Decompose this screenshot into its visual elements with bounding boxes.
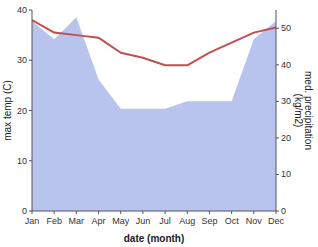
x-tick-label: May: [112, 216, 130, 226]
x-tick-label: Feb: [46, 216, 62, 226]
x-tick-label: Jul: [159, 216, 171, 226]
y2-tick-label: 10: [281, 169, 291, 179]
y2-tick: [276, 101, 279, 102]
x-axis-line: [32, 211, 276, 212]
y-tick: [29, 10, 32, 11]
x-tick-label: Jan: [25, 216, 40, 226]
x-tick: [253, 211, 254, 214]
y2-axis-line: [276, 10, 277, 211]
y-axis-label: max temp (C): [2, 80, 13, 141]
y-tick-label: 0: [22, 206, 27, 216]
y-tick-label: 10: [17, 156, 27, 166]
x-tick: [120, 211, 121, 214]
y2-tick: [276, 137, 279, 138]
y2-tick-label: 20: [281, 133, 291, 143]
y2-tick-label: 30: [281, 96, 291, 106]
y-tick-label: 30: [17, 55, 27, 65]
x-tick: [231, 211, 232, 214]
x-tick-label: Nov: [246, 216, 263, 226]
x-tick: [98, 211, 99, 214]
x-tick-label: Aug: [179, 216, 195, 226]
y-tick-label: 40: [17, 5, 27, 15]
temperature-line: [32, 20, 276, 65]
x-tick: [76, 211, 77, 214]
x-tick: [142, 211, 143, 214]
y2-axis-label-line: (kg/m2): [293, 94, 304, 128]
y2-axis-label: med. precipitation(kg/m2): [293, 71, 314, 150]
y-tick: [29, 160, 32, 161]
x-axis-label: date (month): [124, 233, 185, 244]
chart-container: JanFebMarAprMayJunJulAugSepOctNovDec0102…: [0, 0, 318, 247]
x-tick: [187, 211, 188, 214]
x-tick: [209, 211, 210, 214]
x-tick: [54, 211, 55, 214]
y2-tick: [276, 64, 279, 65]
precipitation-area: [32, 17, 276, 211]
y-tick: [29, 60, 32, 61]
y-tick-label: 20: [17, 106, 27, 116]
x-tick-label: Mar: [69, 216, 85, 226]
y2-tick: [276, 174, 279, 175]
x-tick-label: Jun: [136, 216, 151, 226]
y2-tick: [276, 28, 279, 29]
y2-tick-label: 40: [281, 60, 291, 70]
y2-tick-label: 50: [281, 23, 291, 33]
y2-tick-label: 0: [281, 206, 286, 216]
plot-area: [32, 17, 276, 211]
x-tick-label: Dec: [268, 216, 285, 226]
y-tick: [29, 110, 32, 111]
chart: JanFebMarAprMayJunJulAugSepOctNovDec0102…: [0, 0, 318, 247]
y2-tick: [276, 211, 279, 212]
y-tick: [29, 211, 32, 212]
x-tick-label: Apr: [92, 216, 106, 226]
x-tick: [165, 211, 166, 214]
x-tick-label: Oct: [225, 216, 240, 226]
x-tick-label: Sep: [201, 216, 217, 226]
